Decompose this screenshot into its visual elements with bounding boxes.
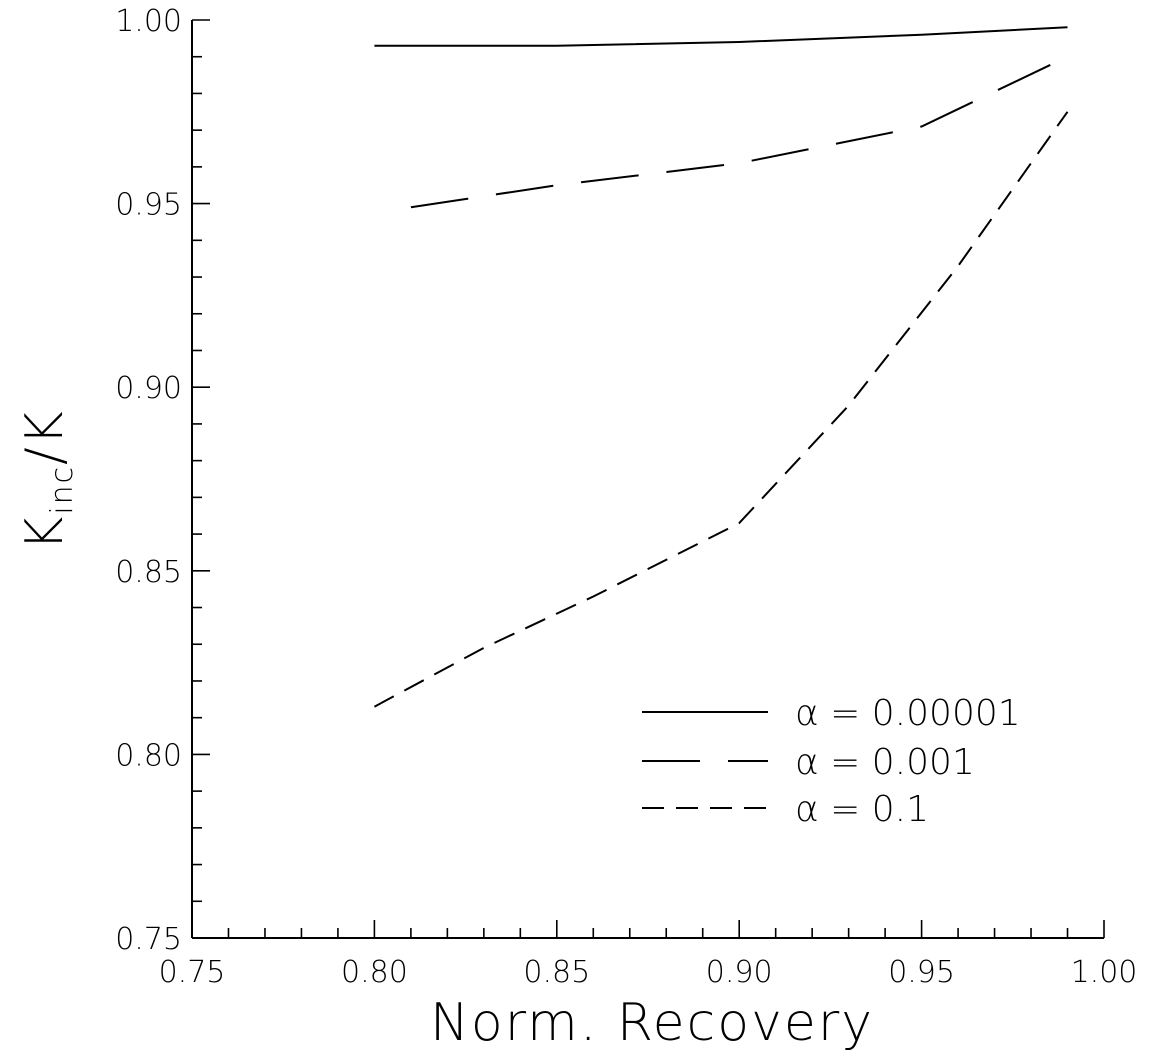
series-line-2 <box>410 55 1068 209</box>
x-tick-label: 1.00 <box>1071 955 1138 990</box>
series-line-3 <box>373 111 1069 708</box>
x-tick-label: 0.90 <box>706 955 773 990</box>
y-axis-title-main: K <box>15 515 75 551</box>
x-tick-label: 0.75 <box>159 955 226 990</box>
y-axis-title: Kinc/K <box>15 409 80 551</box>
y-tick-label: 0.90 <box>115 371 182 406</box>
y-axis-title-tail: /K <box>15 409 75 465</box>
y-tick-label: 0.95 <box>115 188 182 223</box>
ticks: 0.75 0.80 0.85 0.90 0.95 1.00 0.75 0.80 0.85 0.90… <box>115 4 1137 990</box>
legend-label-2: α = 0.001 <box>795 742 975 783</box>
svg-text:Kinc/K: Kinc/K <box>15 409 80 551</box>
y-tick-label: 0.85 <box>115 555 182 590</box>
x-tick-label: 0.80 <box>341 955 408 990</box>
y-axis-title-subscript: inc <box>45 465 80 515</box>
y-tick-label: 0.80 <box>115 738 182 773</box>
x-tick-label: 0.85 <box>523 955 590 990</box>
x-tick-label: 0.95 <box>888 955 955 990</box>
legend: α = 0.00001 α = 0.001 α = 0.1 <box>642 693 1021 830</box>
series-line-1 <box>374 26 1068 47</box>
axes <box>191 20 1104 939</box>
legend-label-1: α = 0.00001 <box>795 693 1021 734</box>
legend-label-3: α = 0.1 <box>795 789 929 830</box>
series-lines <box>373 26 1069 708</box>
x-axis-title: Norm. Recovery <box>430 993 874 1052</box>
y-tick-label: 1.00 <box>115 4 182 39</box>
y-tick-label: 0.75 <box>115 922 182 957</box>
